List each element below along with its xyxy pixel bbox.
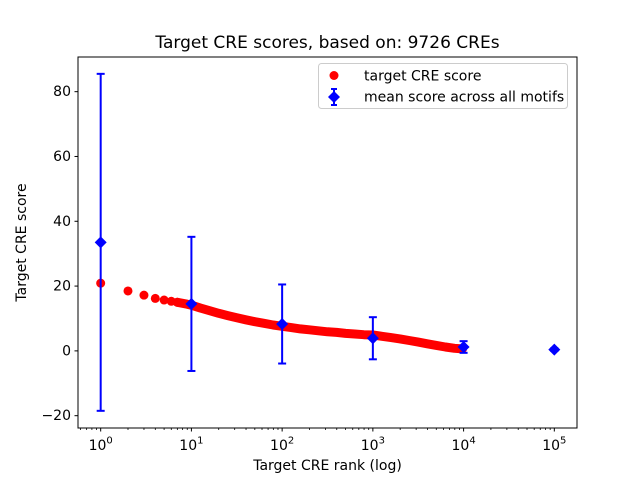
axes: 100 101 102 103 104 105 −20 0 20 40 60 80	[41, 56, 578, 455]
mean-score-marker	[276, 317, 289, 330]
y-tick-label: 60	[53, 149, 71, 165]
y-tick-label: 20	[53, 279, 71, 295]
x-tick-label: 103	[361, 436, 385, 455]
target-score-point	[159, 295, 169, 305]
legend: target CRE score mean score across all mo…	[318, 63, 568, 109]
plot-frame	[77, 56, 578, 429]
y-tick-label: 0	[62, 343, 71, 359]
target-score-point	[139, 290, 149, 300]
mean-score-marker	[94, 236, 107, 249]
mean-score-marker	[366, 332, 379, 345]
target-score-point	[123, 286, 133, 296]
y-axis-label: Target CRE score	[14, 183, 30, 302]
x-tick-label: 105	[542, 436, 566, 455]
x-tick-label: 104	[451, 436, 475, 455]
series-mean-score	[94, 72, 561, 412]
mean-score-marker	[185, 297, 198, 310]
x-tick-label: 102	[270, 436, 294, 455]
chart-title: Target CRE scores, based on: 9726 CREs	[154, 33, 499, 53]
series-target-cre-score	[96, 278, 467, 354]
legend-entry-mean: mean score across all motifs	[364, 90, 564, 106]
y-tick-label: 80	[53, 84, 71, 100]
x-axis-label: Target CRE rank (log)	[252, 458, 402, 474]
legend-box	[318, 63, 568, 109]
mean-score-marker	[548, 343, 561, 356]
mean-score-marker	[457, 340, 470, 353]
y-tick-label: −20	[41, 408, 71, 424]
legend-target-score-icon	[329, 71, 339, 80]
x-axis-ticks: 100 101 102 103 104 105	[80, 428, 566, 455]
y-tick-label: 40	[53, 214, 71, 230]
plot-area	[94, 72, 561, 412]
target-score-band	[172, 297, 467, 354]
target-score-point	[150, 293, 160, 303]
x-tick-label: 100	[89, 436, 113, 455]
legend-entry-target: target CRE score	[364, 69, 481, 85]
y-axis-ticks: −20 0 20 40 60 80	[41, 84, 78, 424]
legend-mean-score-icon	[328, 91, 340, 103]
x-tick-label: 101	[179, 436, 203, 455]
target-score-point	[172, 297, 182, 307]
